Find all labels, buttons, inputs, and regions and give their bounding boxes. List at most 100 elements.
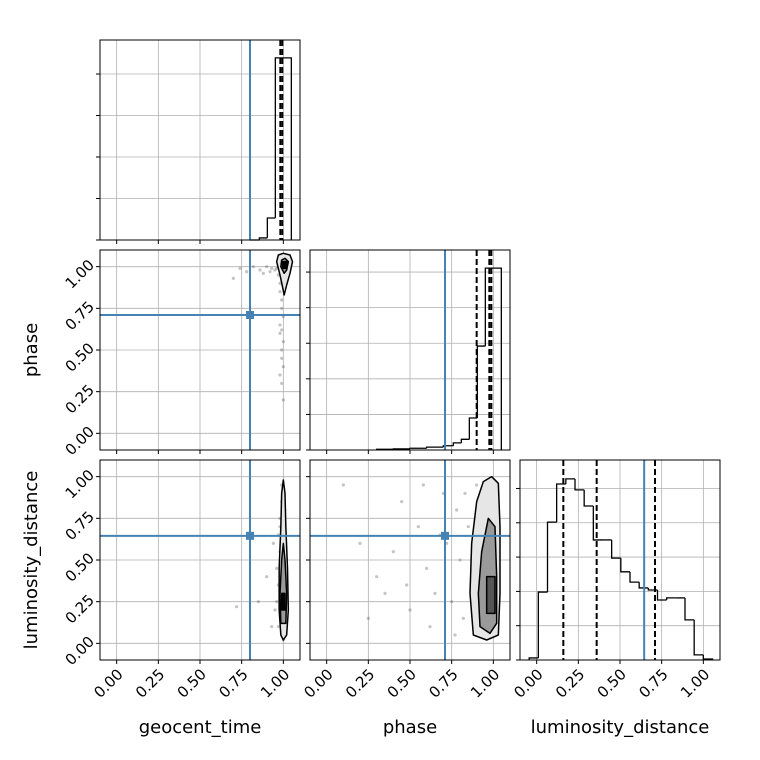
histogram-step [460, 438, 470, 443]
sample-point [461, 616, 465, 620]
histogram-step [565, 478, 575, 485]
sample-point [366, 616, 370, 620]
x-axis-label: luminosity_distance [531, 717, 710, 738]
sample-point [258, 268, 262, 272]
truth-marker [441, 531, 449, 540]
sample-point [453, 633, 457, 637]
sample-point [270, 625, 274, 629]
x-tick-label: 0.25 [552, 665, 588, 701]
sample-point [231, 276, 235, 280]
panel-frame [99, 39, 301, 241]
sample-point [281, 365, 285, 369]
y-tick-label: 0.50 [62, 339, 98, 375]
sample-point [278, 290, 282, 294]
sample-point [391, 550, 395, 554]
sample-point [278, 331, 282, 335]
sample-point [455, 508, 459, 512]
sample-point [375, 575, 379, 579]
sample-point [275, 600, 279, 604]
x-tick-label: 0.50 [594, 665, 630, 701]
truth-marker [246, 311, 254, 319]
y-axis-label: phase [21, 323, 42, 377]
histogram-step [656, 590, 667, 601]
sample-point [280, 348, 284, 352]
histogram-step [592, 505, 603, 541]
sample-point [271, 541, 275, 545]
histogram-step [528, 657, 539, 660]
x-tick-label: 0.50 [174, 665, 210, 701]
sample-point [425, 566, 429, 570]
panel-frame [309, 249, 511, 451]
x-axis-label: phase [383, 717, 437, 738]
sample-point [281, 398, 285, 402]
sample-point [405, 583, 409, 587]
panel-frame [519, 459, 721, 661]
panel-frame [99, 249, 301, 451]
histogram-step [556, 483, 566, 523]
histogram-step [583, 489, 594, 507]
histogram-step [442, 445, 454, 448]
histogram-step [476, 345, 486, 418]
histogram-step [638, 582, 649, 589]
sample-point [278, 373, 282, 377]
sample-point [281, 340, 285, 344]
sample-point [458, 558, 462, 562]
y-tick-label: 0.00 [62, 423, 98, 459]
histogram-step [666, 597, 676, 600]
sample-point [383, 591, 387, 595]
y-tick-label: 0.25 [62, 591, 98, 627]
sample-point [280, 356, 284, 360]
y-tick-label: 0.00 [62, 633, 98, 669]
x-axis-label: geocent_time [139, 717, 262, 738]
x-tick-label: 0.00 [510, 665, 546, 701]
x-tick-label: 0.75 [215, 665, 251, 701]
histogram-step [409, 447, 427, 449]
sample-point [251, 265, 255, 269]
sample-point [261, 271, 265, 275]
density-contour [281, 260, 288, 270]
x-tick-label: 1.00 [467, 665, 503, 701]
y-axis-label: luminosity_distance [21, 471, 42, 650]
histogram-step [274, 57, 292, 240]
histogram-step [574, 478, 585, 491]
histogram-step [484, 267, 502, 450]
sample-point [428, 625, 432, 629]
sample-point [466, 525, 470, 529]
y-tick-label: 0.50 [62, 549, 98, 585]
sample-point [265, 265, 269, 269]
histogram-step [426, 446, 444, 449]
x-tick-label: 1.00 [257, 665, 293, 701]
panel-frame [309, 459, 511, 661]
sample-point [280, 306, 284, 310]
y-tick-label: 0.25 [62, 381, 98, 417]
histogram-step [647, 587, 658, 591]
histogram-step [702, 654, 714, 660]
sample-point [280, 381, 284, 385]
x-tick-label: 0.75 [635, 665, 671, 701]
histogram-step [546, 521, 557, 593]
sample-point [268, 270, 272, 274]
sample-point [416, 525, 420, 529]
y-tick-label: 1.00 [62, 466, 98, 502]
x-tick-label: 0.00 [90, 665, 126, 701]
sample-point [408, 608, 412, 612]
x-tick-label: 0.25 [132, 665, 168, 701]
y-tick-label: 0.75 [62, 298, 98, 334]
histogram-step [537, 591, 548, 658]
histogram-step [620, 558, 630, 573]
histogram-step [468, 417, 478, 440]
histogram-step [684, 597, 695, 621]
histogram-step [693, 619, 704, 656]
panel-frame [99, 459, 301, 661]
x-tick-label: 0.00 [300, 665, 336, 701]
sample-point [245, 270, 249, 274]
sample-point [463, 491, 467, 495]
sample-point [273, 268, 277, 272]
x-tick-label: 0.25 [342, 665, 378, 701]
sample-point [238, 266, 242, 270]
sample-point [280, 328, 284, 332]
sample-point [270, 266, 274, 270]
sample-point [235, 605, 239, 609]
histogram-step [258, 237, 268, 240]
